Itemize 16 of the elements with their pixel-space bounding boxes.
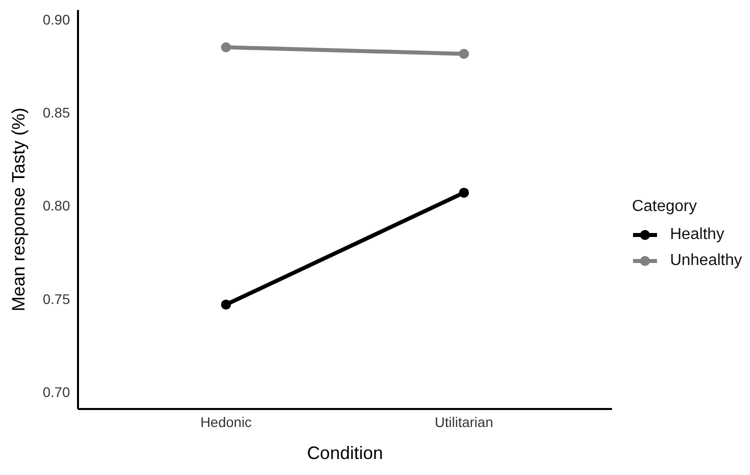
point	[458, 188, 469, 198]
x-axis-title: Condition	[306, 443, 384, 463]
x-tick-label: Hedonic	[200, 414, 252, 430]
point	[221, 42, 231, 52]
point	[221, 300, 231, 310]
point	[458, 48, 469, 59]
y-tick-label: 0.85	[42, 104, 70, 121]
y-tick-label: 0.80	[42, 198, 70, 214]
legend-label: Healthy	[670, 226, 724, 244]
y-axis-title: Mean response Tasty (%)	[8, 108, 28, 312]
x-tick-label: Utilitarian	[434, 414, 494, 430]
y-tick-label: 0.90	[42, 11, 70, 28]
y-tick-label: 0.70	[42, 384, 70, 400]
legend-label: Unhealthy	[670, 252, 742, 270]
legend-title: Category	[632, 198, 698, 216]
y-tick-label: 0.75	[42, 290, 70, 307]
